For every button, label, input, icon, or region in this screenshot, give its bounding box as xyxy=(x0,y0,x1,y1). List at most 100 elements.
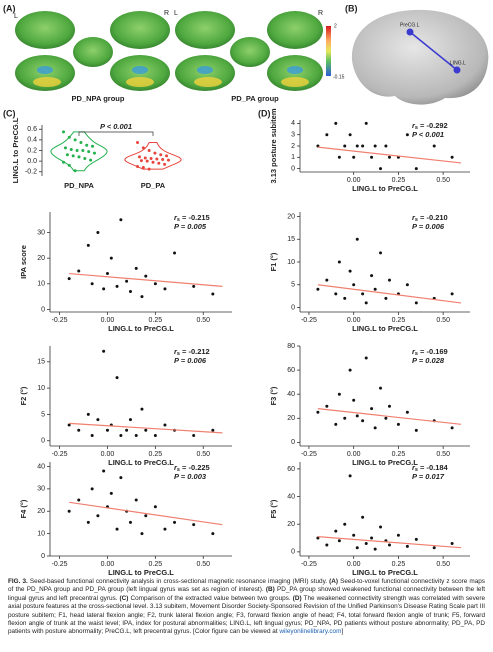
point xyxy=(96,514,100,518)
stat-r: rs = -0.212 xyxy=(174,347,210,357)
violin-point xyxy=(67,163,71,167)
point xyxy=(67,277,71,281)
stat-p: P < 0.001 xyxy=(412,130,444,139)
point xyxy=(153,282,157,286)
fit-line xyxy=(317,284,462,304)
y-tick-label: 3 xyxy=(291,132,295,139)
point xyxy=(364,121,368,125)
point xyxy=(337,155,341,159)
caption-text: ] xyxy=(341,628,344,636)
violin-point xyxy=(159,153,163,157)
point xyxy=(102,469,106,473)
side-label: R xyxy=(164,10,169,17)
y-axis-label: F5 (°) xyxy=(269,499,278,518)
x-tick-label: 0.25 xyxy=(149,451,163,458)
point xyxy=(387,155,391,159)
point xyxy=(343,144,347,148)
point xyxy=(77,269,81,273)
point xyxy=(192,523,196,527)
violin-point xyxy=(62,160,66,164)
y-tick-label: 10 xyxy=(37,281,45,288)
panel-label: (C) xyxy=(3,108,16,118)
colorbar-label: 2 xyxy=(334,23,337,29)
x-tick-label: 0.25 xyxy=(392,451,406,458)
point xyxy=(128,418,132,422)
point xyxy=(352,533,356,537)
y-tick-label: 40 xyxy=(37,463,45,470)
point xyxy=(450,542,454,546)
point xyxy=(90,487,94,491)
x-tick-label: 0.50 xyxy=(196,317,210,324)
point xyxy=(140,295,144,299)
violin-point xyxy=(143,156,147,160)
x-tick-label: 0.00 xyxy=(101,317,115,324)
node-label: PreCG.L xyxy=(400,22,420,28)
stat-value: = -0.215 xyxy=(182,213,210,222)
point xyxy=(140,532,144,536)
point xyxy=(405,544,409,548)
colorbar xyxy=(326,26,331,76)
x-axis-label: LING.L to PreCG.L xyxy=(352,568,418,575)
x-tick-label: -0.25 xyxy=(301,561,317,568)
violin-point xyxy=(67,135,71,139)
y-tick-label: 0.0 xyxy=(27,158,37,165)
stat-p: P = 0.017 xyxy=(412,472,445,481)
caption-text: Seed-to-voxel functional connectivity z … xyxy=(8,578,486,594)
point xyxy=(325,278,329,282)
caption-link[interactable]: wileyonlinelibrary.com xyxy=(279,628,342,636)
point xyxy=(405,410,409,414)
stat-subscript: s xyxy=(177,351,180,357)
stat-r: rs = -0.210 xyxy=(412,213,448,223)
point xyxy=(325,543,329,547)
y-tick-label: 0 xyxy=(41,306,45,313)
stat-subscript: s xyxy=(177,217,180,223)
point xyxy=(450,292,454,296)
point xyxy=(396,533,400,537)
caption-text: (A) xyxy=(329,578,339,585)
fit-line xyxy=(317,146,462,164)
x-tick-label: 0.00 xyxy=(347,561,361,568)
point xyxy=(192,433,196,437)
figure: (A) (B) (C) (D) L R L R xyxy=(3,3,489,575)
point xyxy=(364,356,368,360)
violin-point xyxy=(166,158,170,162)
point xyxy=(361,144,365,148)
x-tick-label: 0.25 xyxy=(149,561,163,568)
point xyxy=(373,144,377,148)
colorbar-label: -0.15 xyxy=(333,74,345,80)
point xyxy=(352,398,356,402)
violin-point xyxy=(75,149,79,152)
y-tick-label: 0 xyxy=(291,439,295,446)
point xyxy=(361,515,365,519)
y-tick-label: 5 xyxy=(41,411,45,418)
fit-line xyxy=(317,536,462,549)
point xyxy=(343,416,347,420)
y-tick-label: -0.2 xyxy=(25,169,37,176)
stat-value: = -0.225 xyxy=(182,463,210,472)
point xyxy=(384,296,388,300)
point xyxy=(379,386,383,390)
point xyxy=(379,167,383,171)
x-tick-label: 0.25 xyxy=(149,317,163,324)
violin-point xyxy=(65,153,69,157)
point xyxy=(211,292,215,296)
y-tick-label: 15 xyxy=(287,236,295,243)
point xyxy=(352,155,356,159)
y-axis-label: F3 (°) xyxy=(269,386,278,405)
point xyxy=(361,292,365,296)
x-tick-label: -0.25 xyxy=(52,561,68,568)
stat-p: P = 0.003 xyxy=(174,472,207,481)
point xyxy=(337,392,341,396)
stat-p: P = 0.005 xyxy=(174,222,207,231)
violin-point xyxy=(69,147,73,151)
stat-value: = -0.169 xyxy=(420,347,448,356)
y-tick-label: 40 xyxy=(287,493,295,500)
point xyxy=(384,416,388,420)
point xyxy=(211,532,215,536)
point xyxy=(134,266,138,270)
point xyxy=(67,509,71,513)
violin xyxy=(124,142,182,170)
brain-group-1 xyxy=(15,11,170,91)
significance-label: P < 0.001 xyxy=(100,122,132,131)
x-tick-label: -0.25 xyxy=(52,317,68,324)
